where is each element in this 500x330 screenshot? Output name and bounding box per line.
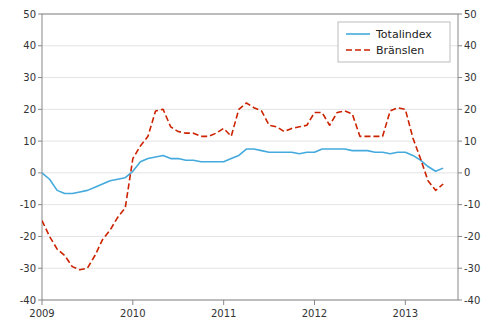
y-tick — [38, 172, 42, 173]
x-tick — [223, 300, 224, 305]
x-tick-label: 2013 — [393, 308, 418, 319]
y-tick-label: 40 — [23, 40, 36, 51]
y-tick-label: 20 — [23, 104, 36, 115]
grid — [42, 14, 458, 300]
y2-tick-label: 50 — [464, 9, 477, 20]
y2-tick-label: -10 — [464, 199, 480, 210]
chart: -40 -30 -20 -10 0 10 20 30 40 50 -40 -30 -20 -10 0 10 20… — [0, 0, 500, 330]
x-tick — [314, 300, 315, 305]
x-tick — [132, 300, 133, 305]
y2-tick-label: 10 — [464, 136, 477, 147]
y-tick — [38, 204, 42, 205]
y2-tick — [458, 141, 462, 142]
y-axis: -40 -30 -20 -10 0 10 20 30 40 50 — [20, 9, 42, 306]
y-tick-label: 0 — [30, 167, 36, 178]
x-axis: 2009 2010 2011 2012 2013 — [29, 300, 418, 319]
y2-tick — [458, 14, 462, 15]
grid-line — [42, 77, 458, 78]
y2-tick-label: 0 — [464, 167, 470, 178]
y-tick — [38, 141, 42, 142]
y2-tick — [458, 236, 462, 237]
legend-box — [338, 22, 450, 62]
x-tick — [42, 300, 43, 305]
grid-line — [42, 268, 458, 269]
series-line — [42, 103, 443, 270]
y-tick — [38, 109, 42, 110]
y2-tick — [458, 268, 462, 269]
x-tick-label: 2011 — [211, 308, 236, 319]
legend-swatch — [346, 49, 370, 51]
y-tick-label: 10 — [23, 136, 36, 147]
y2-tick — [458, 45, 462, 46]
y-tick — [38, 14, 42, 15]
series-line — [42, 149, 443, 193]
grid-line — [42, 204, 458, 205]
y2-tick — [458, 77, 462, 78]
y2-tick-label: -30 — [464, 263, 480, 274]
y2-tick-label: 30 — [464, 72, 477, 83]
y-tick-label: -40 — [20, 295, 36, 306]
y-tick — [38, 45, 42, 46]
legend: Totalindex Bränslen — [338, 22, 450, 62]
x-tick-label: 2009 — [29, 308, 54, 319]
y-tick-label: 50 — [23, 9, 36, 20]
grid-line — [42, 236, 458, 237]
y2-tick-label: 20 — [464, 104, 477, 115]
y2-tick — [458, 204, 462, 205]
x-tick — [405, 300, 406, 305]
legend-label: Totalindex — [375, 28, 432, 41]
y2-tick — [458, 172, 462, 173]
x-tick-label: 2010 — [120, 308, 145, 319]
y2-tick-label: -40 — [464, 295, 480, 306]
legend-label: Bränslen — [376, 44, 424, 57]
legend-swatch — [346, 33, 370, 35]
grid-line — [42, 141, 458, 142]
y-tick — [38, 236, 42, 237]
y2-tick-label: 40 — [464, 40, 477, 51]
y2-tick — [458, 300, 462, 301]
y-tick — [38, 77, 42, 78]
y2-axis: -40 -30 -20 -10 0 10 20 30 40 50 — [458, 9, 480, 306]
y-tick-label: -10 — [20, 199, 36, 210]
grid-line — [42, 172, 458, 173]
lines — [42, 103, 443, 270]
plot-frame — [42, 14, 458, 300]
y-tick-label: -30 — [20, 263, 36, 274]
x-tick-label: 2012 — [302, 308, 327, 319]
y-tick-label: -20 — [20, 231, 36, 242]
y-tick — [38, 268, 42, 269]
y2-tick — [458, 109, 462, 110]
y-tick — [38, 300, 42, 301]
y2-tick-label: -20 — [464, 231, 480, 242]
y-tick-label: 30 — [23, 72, 36, 83]
